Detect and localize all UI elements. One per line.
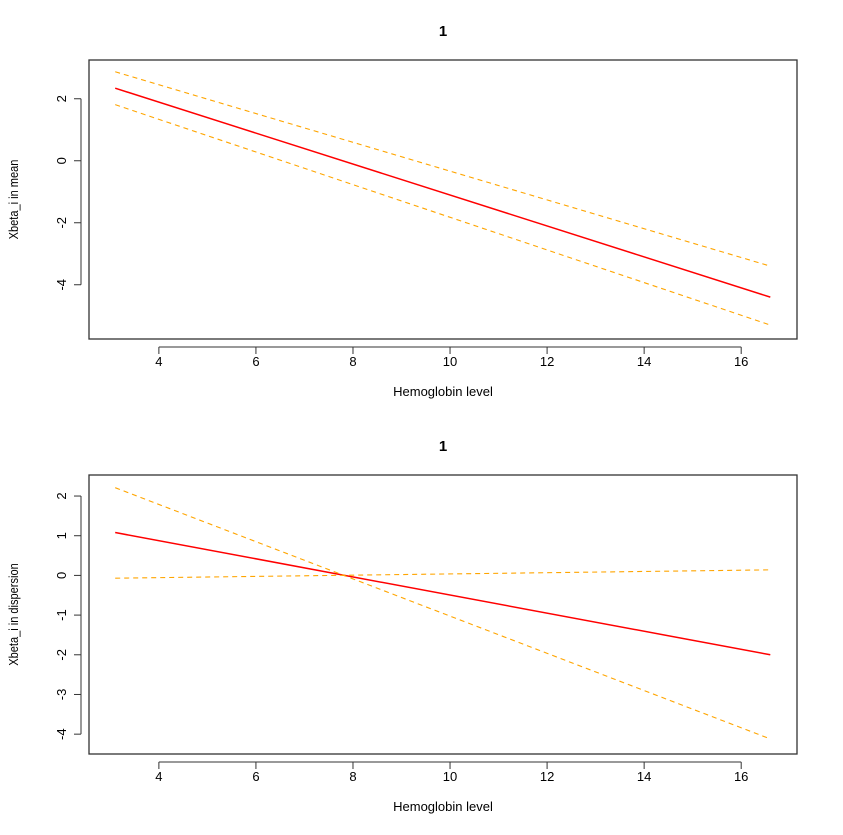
y-axis-label: Xbeta_i in mean xyxy=(6,160,21,240)
y-tick-label: 0 xyxy=(54,157,69,164)
y-tick-label: 2 xyxy=(54,492,69,499)
confidence-band-line xyxy=(115,569,771,579)
x-axis-label: Hemoglobin level xyxy=(393,384,493,399)
x-axis-label: Hemoglobin level xyxy=(393,799,493,814)
y-tick-label: 0 xyxy=(54,572,69,579)
x-tick-label: 12 xyxy=(540,769,554,784)
chart-title: 1 xyxy=(439,23,447,40)
x-tick-label: 16 xyxy=(734,769,748,784)
y-tick-label: -2 xyxy=(54,217,69,229)
x-tick-label: 14 xyxy=(637,769,651,784)
plot-frame xyxy=(88,474,798,755)
x-tick-label: 6 xyxy=(252,354,259,369)
y-tick-label: 1 xyxy=(54,532,69,539)
y-tick-label: -2 xyxy=(54,649,69,661)
x-tick-label: 14 xyxy=(637,354,651,369)
y-tick-label: -4 xyxy=(54,728,69,740)
x-tick-label: 4 xyxy=(155,354,162,369)
x-tick-label: 16 xyxy=(734,354,748,369)
estimate-line xyxy=(115,531,771,656)
estimate-line xyxy=(114,87,771,298)
y-tick-label: -1 xyxy=(54,609,69,621)
confidence-band-line xyxy=(115,487,771,740)
x-tick-label: 8 xyxy=(349,354,356,369)
x-tick-label: 10 xyxy=(443,354,457,369)
x-tick-label: 6 xyxy=(252,769,259,784)
plot-frame xyxy=(88,59,798,340)
confidence-band-line xyxy=(115,71,771,267)
y-axis-label: Xbeta_i in dispersion xyxy=(6,563,21,665)
y-tick-label: -4 xyxy=(54,279,69,291)
y-tick-label: 2 xyxy=(54,95,69,102)
confidence-band-line xyxy=(115,104,771,326)
chart-title: 1 xyxy=(439,438,447,455)
x-tick-label: 12 xyxy=(540,354,554,369)
x-tick-label: 10 xyxy=(443,769,457,784)
x-tick-label: 8 xyxy=(349,769,356,784)
x-tick-label: 4 xyxy=(155,769,162,784)
panel-2: 1 Hemoglobin level Xbeta_i in dispersion 4 6… xyxy=(6,438,798,814)
y-tick-label: -3 xyxy=(54,689,69,701)
panel-1: 1 Hemoglobin level Xbeta_i in mean 4 6 8 10 12 1… xyxy=(6,23,798,399)
